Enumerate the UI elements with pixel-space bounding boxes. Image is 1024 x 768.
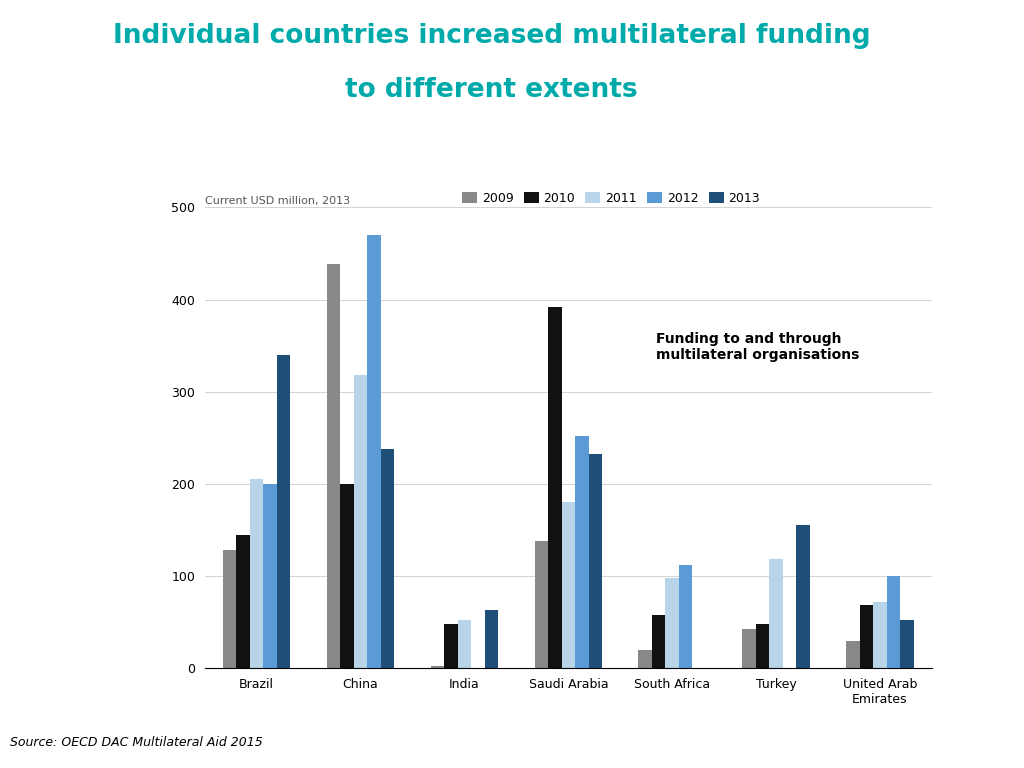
Bar	[589, 455, 602, 668]
Bar	[873, 602, 887, 668]
Bar	[535, 541, 548, 668]
Bar	[846, 641, 860, 668]
Bar	[756, 624, 769, 668]
Bar	[666, 578, 679, 668]
Bar	[263, 484, 276, 668]
Bar	[431, 667, 444, 668]
Text: Individual countries increased multilateral funding: Individual countries increased multilate…	[113, 23, 870, 49]
Bar	[340, 484, 354, 668]
Legend: 2009, 2010, 2011, 2012, 2013: 2009, 2010, 2011, 2012, 2013	[457, 187, 765, 210]
Bar	[797, 525, 810, 668]
Bar	[223, 550, 237, 668]
Text: Funding to and through
multilateral organisations: Funding to and through multilateral orga…	[655, 332, 859, 362]
Bar	[887, 576, 900, 668]
Bar	[368, 235, 381, 668]
Bar	[742, 630, 756, 668]
Bar	[237, 535, 250, 668]
Bar	[327, 264, 340, 668]
Bar	[354, 375, 368, 668]
Bar	[444, 624, 458, 668]
Text: to different extents: to different extents	[345, 77, 638, 103]
Text: Source: OECD DAC Multilateral Aid 2015: Source: OECD DAC Multilateral Aid 2015	[10, 736, 263, 749]
Bar	[900, 621, 913, 668]
Bar	[381, 449, 394, 668]
Bar	[575, 436, 589, 668]
Bar	[484, 610, 499, 668]
Bar	[548, 307, 561, 668]
Bar	[638, 650, 652, 668]
Bar	[769, 559, 782, 668]
Bar	[276, 355, 291, 668]
Text: Current USD million, 2013: Current USD million, 2013	[205, 196, 350, 206]
Bar	[561, 502, 575, 668]
Bar	[679, 565, 692, 668]
Bar	[250, 479, 263, 668]
Bar	[652, 614, 666, 668]
Bar	[860, 605, 873, 668]
Bar	[458, 621, 471, 668]
